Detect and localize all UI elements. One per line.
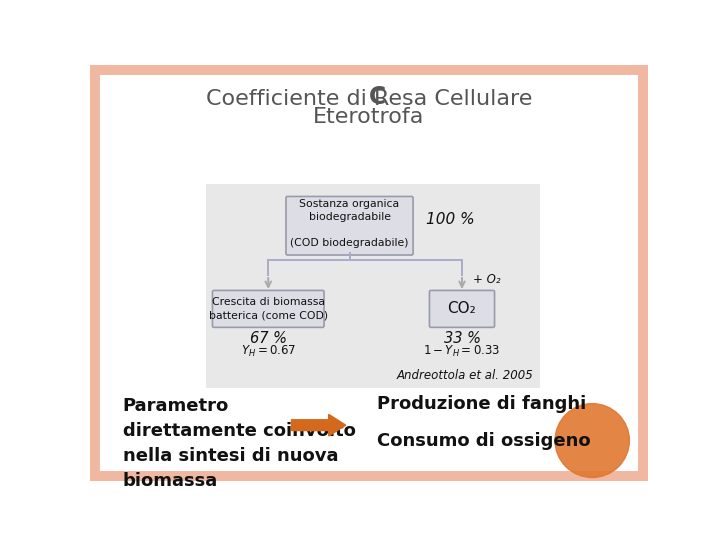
Text: 33 %: 33 % [444,332,480,347]
FancyBboxPatch shape [206,184,539,388]
Circle shape [555,403,629,477]
Text: $Y_H = 0.67$: $Y_H = 0.67$ [240,343,296,359]
FancyArrow shape [292,414,346,436]
Text: + O₂: + O₂ [473,273,500,286]
Text: 100 %: 100 % [426,212,474,227]
Text: Eterotrofa: Eterotrofa [313,107,425,127]
Text: Andreottola et al. 2005: Andreottola et al. 2005 [397,369,534,382]
FancyBboxPatch shape [429,291,495,327]
Text: $1-Y_H = 0.33$: $1-Y_H = 0.33$ [423,343,500,359]
Text: Sostanza organica
biodegradabile

(COD biodegradabile): Sostanza organica biodegradabile (COD bi… [290,199,409,248]
Text: CO₂: CO₂ [448,301,477,316]
FancyBboxPatch shape [93,68,645,477]
FancyBboxPatch shape [286,197,413,255]
Text: Parametro
direttamente coinvolto
nella sintesi di nuova
biomassa: Parametro direttamente coinvolto nella s… [122,397,356,490]
Text: Produzione di fanghi: Produzione di fanghi [377,395,586,413]
Text: Consumo di ossigeno: Consumo di ossigeno [377,431,590,450]
Text: 67 %: 67 % [250,332,287,347]
FancyBboxPatch shape [212,291,324,327]
Text: C: C [369,85,386,109]
Text: Crescita di biomassa
batterica (come COD): Crescita di biomassa batterica (come COD… [209,298,328,320]
Text: Coefficiente di Resa Cellulare: Coefficiente di Resa Cellulare [206,89,532,109]
